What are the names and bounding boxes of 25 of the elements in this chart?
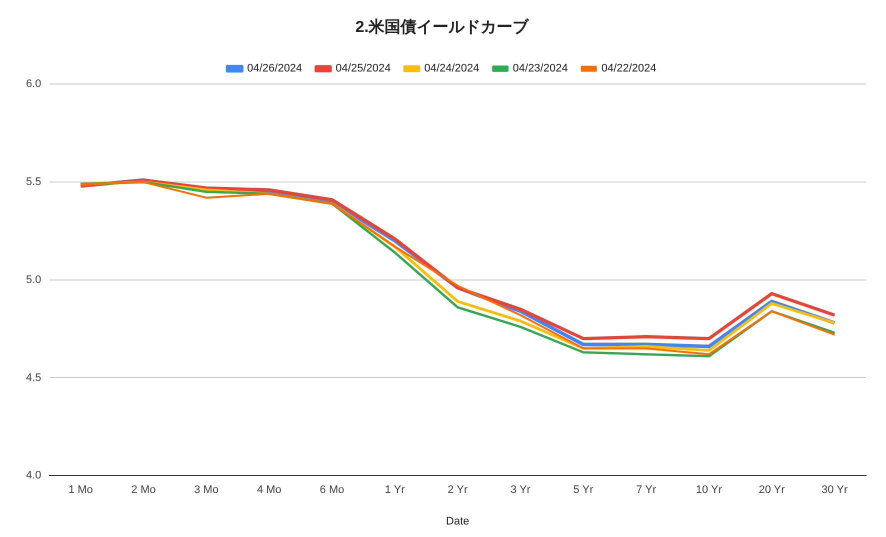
x-tick-label: 5 Yr <box>573 484 594 496</box>
x-tick-label: 3 Yr <box>510 484 531 496</box>
y-tick-label: 5.5 <box>26 176 42 188</box>
x-tick-label: 20 Yr <box>758 484 786 496</box>
x-tick-label: 1 Mo <box>68 484 93 496</box>
x-tick-label: 6 Mo <box>320 484 344 496</box>
y-tick-label: 6.0 <box>26 78 42 90</box>
chart-title: 2.米国債イールドカーブ <box>355 18 530 36</box>
y-tick-label: 4.5 <box>26 372 42 384</box>
legend-label: 04/25/2024 <box>336 62 391 75</box>
y-tick-label: 4.0 <box>26 470 42 482</box>
legend-label: 04/23/2024 <box>512 62 568 75</box>
x-tick-label: 4 Mo <box>256 484 282 496</box>
x-tick-label: 2 Yr <box>448 484 468 496</box>
x-tick-label: 3 Mo <box>194 484 219 496</box>
x-tick-label: 1 Yr <box>384 484 406 496</box>
x-tick-label: 7 Yr <box>636 484 656 496</box>
legend-label: 04/24/2024 <box>424 62 480 75</box>
legend-label: 04/26/2024 <box>247 62 302 75</box>
y-tick-label: 5.0 <box>26 274 42 286</box>
x-tick-label: 30 Yr <box>822 484 848 496</box>
x-tick-label: 10 Yr <box>696 484 722 496</box>
x-tick-label: 2 Mo <box>131 484 156 496</box>
legend-label: 04/22/2024 <box>601 62 656 75</box>
x-axis-title: Date <box>446 515 470 528</box>
